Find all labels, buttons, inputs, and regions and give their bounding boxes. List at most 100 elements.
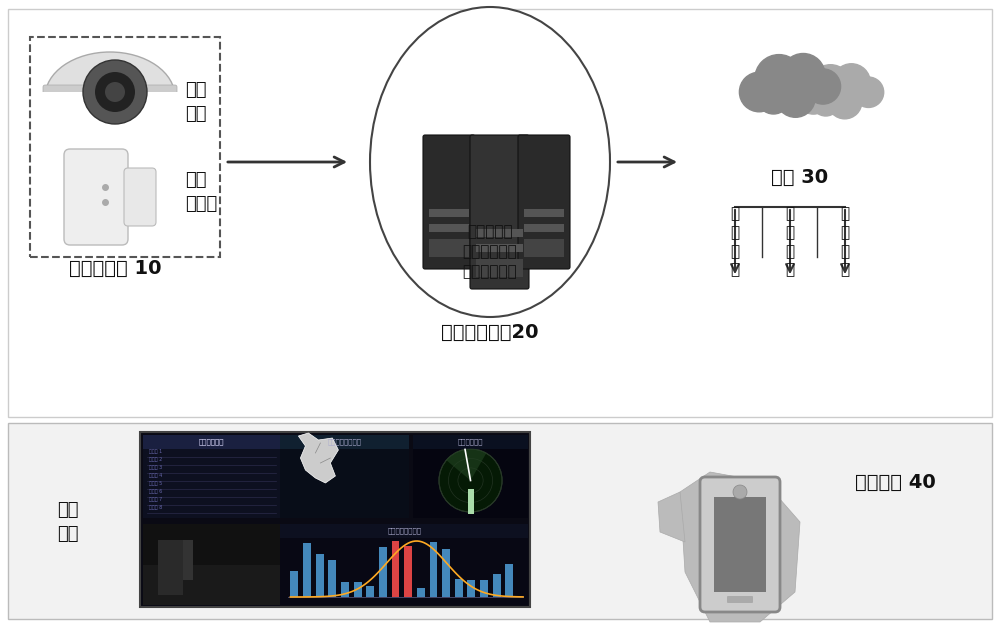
Circle shape xyxy=(733,485,747,499)
Bar xyxy=(40,92,180,147)
FancyBboxPatch shape xyxy=(524,209,564,217)
FancyBboxPatch shape xyxy=(8,423,992,619)
Circle shape xyxy=(739,72,779,112)
FancyBboxPatch shape xyxy=(700,477,780,612)
Text: 统
计
展
示: 统 计 展 示 xyxy=(730,207,740,277)
Bar xyxy=(455,579,463,597)
Bar xyxy=(468,489,474,514)
Bar xyxy=(158,540,183,595)
Bar xyxy=(183,540,193,580)
Text: 数据项 8: 数据项 8 xyxy=(149,505,162,510)
Circle shape xyxy=(805,69,841,104)
FancyBboxPatch shape xyxy=(280,435,409,449)
FancyBboxPatch shape xyxy=(476,229,523,237)
Bar xyxy=(430,542,437,597)
Circle shape xyxy=(755,55,803,103)
Text: 电子封条大屏管理: 电子封条大屏管理 xyxy=(328,439,362,445)
Text: 电子封条状态: 电子封条状态 xyxy=(458,439,483,445)
FancyBboxPatch shape xyxy=(64,149,128,245)
Text: 边缘计算平台20: 边缘计算平台20 xyxy=(441,322,539,342)
Text: 门磁数据处理: 门磁数据处理 xyxy=(463,245,517,260)
Text: 数据项 2: 数据项 2 xyxy=(149,457,162,462)
Bar xyxy=(341,581,349,597)
Text: 云端 30: 云端 30 xyxy=(771,167,829,186)
Bar xyxy=(404,546,412,597)
FancyBboxPatch shape xyxy=(143,524,280,605)
Text: 视频流处理: 视频流处理 xyxy=(467,224,513,240)
Text: 视
频
传
输: 视 频 传 输 xyxy=(840,207,850,277)
Text: 视频
监控: 视频 监控 xyxy=(185,80,207,124)
Circle shape xyxy=(810,65,851,107)
Polygon shape xyxy=(658,492,685,542)
Text: 数据项 4: 数据项 4 xyxy=(149,473,162,478)
Bar xyxy=(366,586,374,597)
Text: 用户终端 40: 用户终端 40 xyxy=(855,473,936,492)
Bar xyxy=(379,547,387,597)
Circle shape xyxy=(776,78,815,117)
Circle shape xyxy=(105,82,125,102)
FancyBboxPatch shape xyxy=(423,135,475,269)
Bar xyxy=(442,549,450,597)
FancyBboxPatch shape xyxy=(140,432,530,607)
Text: 实时数据列表: 实时数据列表 xyxy=(198,439,224,445)
Polygon shape xyxy=(298,433,338,483)
Circle shape xyxy=(832,64,870,102)
Ellipse shape xyxy=(45,52,175,142)
Text: 异
常
报
警: 异 常 报 警 xyxy=(785,207,795,277)
FancyBboxPatch shape xyxy=(8,9,992,417)
FancyBboxPatch shape xyxy=(30,37,220,257)
FancyBboxPatch shape xyxy=(43,85,177,107)
Text: 数据采集端 10: 数据采集端 10 xyxy=(69,259,161,278)
Bar xyxy=(303,544,311,597)
FancyBboxPatch shape xyxy=(280,435,409,518)
Circle shape xyxy=(781,53,825,98)
Bar xyxy=(316,554,324,597)
Circle shape xyxy=(828,85,862,119)
Text: 数据项 6: 数据项 6 xyxy=(149,489,162,494)
Bar xyxy=(354,581,362,597)
Text: 数据项 5: 数据项 5 xyxy=(149,481,162,486)
Circle shape xyxy=(95,72,135,112)
FancyBboxPatch shape xyxy=(280,524,528,538)
Circle shape xyxy=(83,60,147,124)
Text: 数据项 1: 数据项 1 xyxy=(149,449,162,454)
FancyBboxPatch shape xyxy=(143,435,280,449)
FancyBboxPatch shape xyxy=(524,239,564,257)
Circle shape xyxy=(796,80,830,114)
Bar xyxy=(480,580,488,597)
FancyBboxPatch shape xyxy=(429,239,469,257)
Circle shape xyxy=(757,81,790,114)
FancyBboxPatch shape xyxy=(280,524,528,605)
Bar xyxy=(290,571,298,597)
Text: 门磁
报警器: 门磁 报警器 xyxy=(185,171,217,214)
Text: 显示
界面: 显示 界面 xyxy=(57,500,79,544)
FancyBboxPatch shape xyxy=(429,209,469,217)
FancyBboxPatch shape xyxy=(470,135,529,289)
FancyBboxPatch shape xyxy=(429,224,469,232)
Bar xyxy=(505,564,513,597)
FancyBboxPatch shape xyxy=(143,564,280,605)
FancyBboxPatch shape xyxy=(714,497,766,592)
Text: 门磁数据统计: 门磁数据统计 xyxy=(463,265,517,280)
Bar xyxy=(328,561,336,597)
Circle shape xyxy=(853,77,884,107)
FancyBboxPatch shape xyxy=(518,135,570,269)
Wedge shape xyxy=(446,449,486,480)
Circle shape xyxy=(812,88,840,116)
Circle shape xyxy=(439,449,502,512)
FancyBboxPatch shape xyxy=(143,435,280,518)
Bar xyxy=(417,588,425,597)
Ellipse shape xyxy=(370,7,610,317)
Text: 数据项 7: 数据项 7 xyxy=(149,497,162,502)
FancyBboxPatch shape xyxy=(727,596,753,603)
Bar xyxy=(467,580,475,597)
FancyBboxPatch shape xyxy=(476,259,523,277)
Bar xyxy=(493,574,501,597)
FancyBboxPatch shape xyxy=(524,224,564,232)
Polygon shape xyxy=(680,472,800,622)
FancyBboxPatch shape xyxy=(413,435,528,449)
FancyBboxPatch shape xyxy=(413,435,528,518)
FancyBboxPatch shape xyxy=(124,168,156,226)
FancyBboxPatch shape xyxy=(476,244,523,252)
Text: 电子封条统计数据: 电子封条统计数据 xyxy=(387,528,421,534)
